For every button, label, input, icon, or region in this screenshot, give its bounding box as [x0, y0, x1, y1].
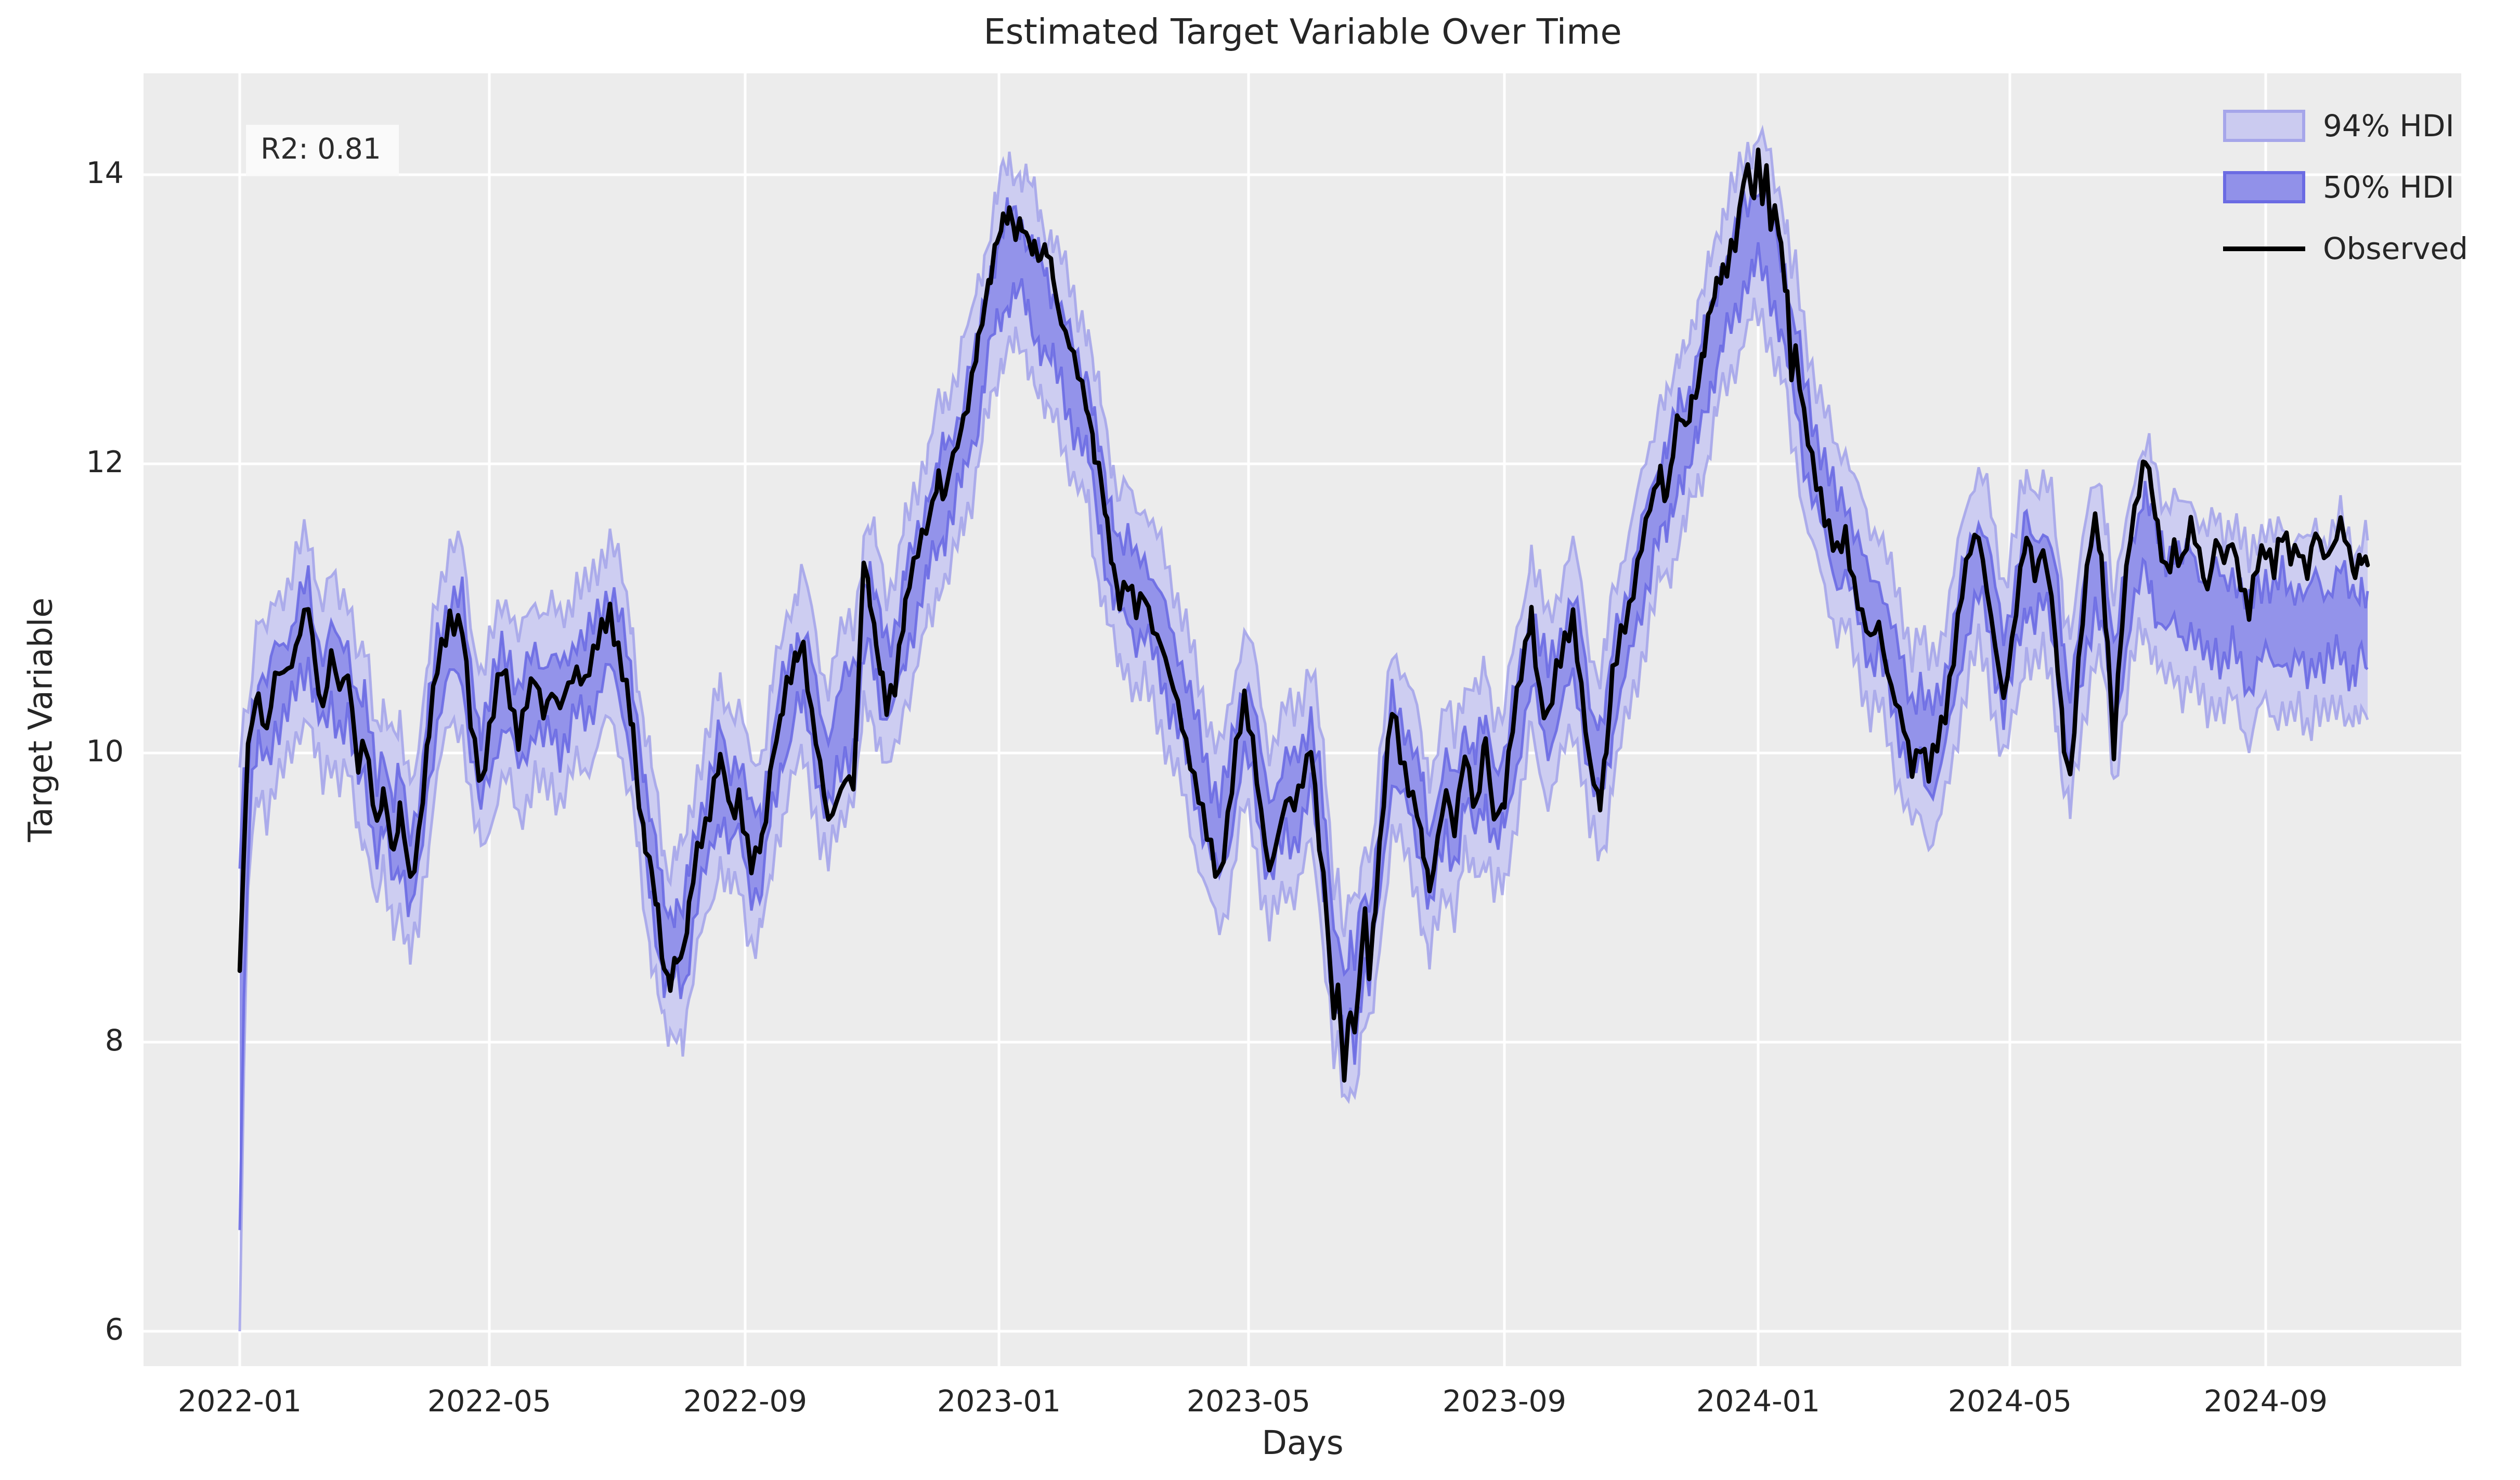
legend-item: 50% HDI: [2223, 163, 2468, 211]
legend-patch-swatch: [2223, 110, 2305, 142]
x-tick-label: 2023-05: [1186, 1384, 1311, 1419]
legend: 94% HDI 50% HDI Observed: [2223, 102, 2468, 272]
y-tick-label: 8: [105, 1023, 124, 1058]
x-tick-label: 2022-05: [427, 1384, 552, 1419]
x-tick-label: 2024-05: [1947, 1384, 2072, 1419]
x-tick-label: 2022-01: [177, 1384, 302, 1419]
legend-line-swatch: [2223, 246, 2305, 251]
hdi50-band-upper-edge: [238, 188, 2369, 977]
y-tick-label: 10: [86, 734, 124, 769]
x-tick-label: 2024-09: [2203, 1384, 2328, 1419]
legend-item: Observed: [2223, 225, 2468, 272]
hdi94-band: [240, 129, 2368, 1332]
legend-patch-swatch: [2223, 171, 2305, 203]
hdi94-band-upper-edge: [238, 124, 2369, 937]
hdi94-band-lower-edge: [238, 297, 2369, 1332]
legend-item: 94% HDI: [2223, 102, 2468, 150]
y-tick-label: 12: [86, 445, 124, 479]
x-tick-label: 2023-01: [937, 1384, 1061, 1419]
legend-label: 50% HDI: [2322, 170, 2454, 205]
chart-title: Estimated Target Variable Over Time: [983, 11, 1622, 52]
y-tick-label: 14: [86, 156, 124, 190]
r2-annotation: R2: 0.81: [246, 125, 399, 176]
legend-label: Observed: [2322, 231, 2468, 266]
x-tick-label: 2022-09: [683, 1384, 808, 1419]
y-tick-label: 6: [105, 1313, 124, 1347]
x-tick-label: 2023-09: [1442, 1384, 1567, 1419]
y-axis-label: Target Variable: [21, 597, 60, 842]
x-tick-label: 2024-01: [1696, 1384, 1821, 1419]
x-axis-label: Days: [1262, 1424, 1344, 1462]
hdi50-band: [240, 189, 2368, 1230]
legend-label: 94% HDI: [2322, 108, 2454, 144]
observed-line: [237, 147, 2370, 1083]
